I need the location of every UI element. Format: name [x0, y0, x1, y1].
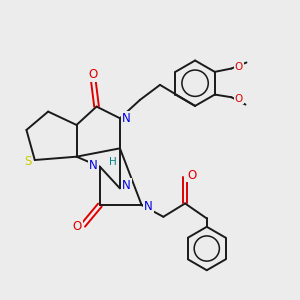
Text: N: N	[122, 112, 131, 125]
Text: N: N	[122, 179, 131, 192]
Text: O: O	[88, 68, 98, 81]
Text: H: H	[109, 157, 116, 167]
Text: O: O	[73, 220, 82, 233]
Text: N: N	[144, 200, 153, 213]
Text: O: O	[235, 62, 243, 72]
Text: N: N	[89, 158, 98, 172]
Text: S: S	[24, 155, 31, 168]
Text: O: O	[235, 94, 243, 103]
Text: O: O	[187, 169, 196, 182]
